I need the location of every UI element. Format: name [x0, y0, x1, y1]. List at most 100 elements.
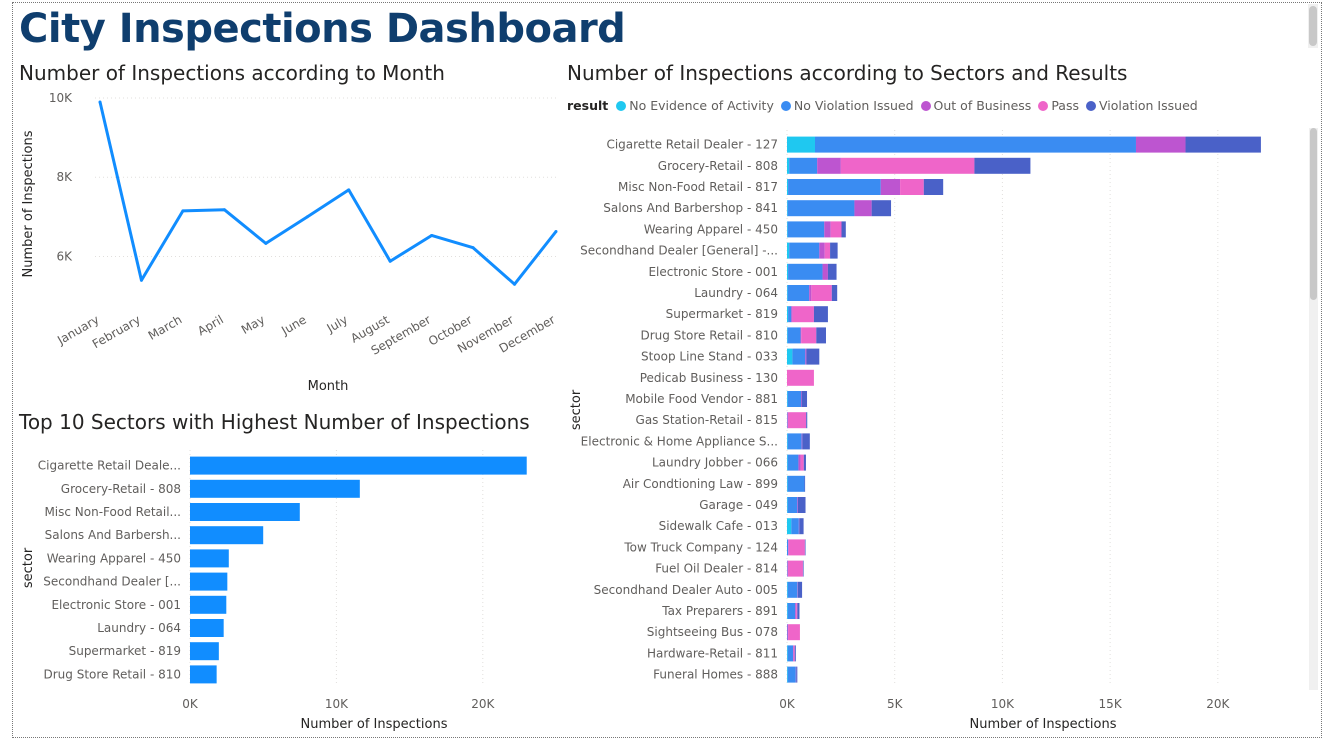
- data-point: [471, 246, 475, 250]
- line-series: [98, 101, 558, 286]
- legend-item[interactable]: Violation Issued: [1085, 98, 1198, 113]
- bar-segment: [840, 157, 975, 174]
- y-axis-title: sector: [21, 547, 36, 588]
- bar-segment: [813, 306, 828, 323]
- bar-segment: [792, 348, 806, 365]
- bar-segment: [787, 497, 788, 513]
- y-tick-label: Tow Truck Company - 124: [623, 540, 778, 554]
- y-tick-label: Drug Store Retail - 810: [640, 328, 778, 342]
- bar-segment: [787, 412, 807, 429]
- bar-segment: [830, 221, 842, 238]
- bar-segment: [1135, 136, 1186, 153]
- y-tick-label: Supermarket - 819: [69, 644, 181, 658]
- bar-segment: [788, 539, 789, 556]
- bar-segment: [787, 433, 802, 450]
- bar-segment: [797, 497, 806, 513]
- y-tick-label: Stoop Line Stand - 033: [641, 350, 778, 364]
- y-tick-label: Garage - 049: [699, 498, 778, 512]
- legend-label: No Evidence of Activity: [629, 98, 774, 113]
- y-tick-label: Cigarette Retail Dealer - 127: [606, 138, 778, 152]
- bar-segment: [802, 433, 810, 450]
- data-point: [139, 278, 143, 282]
- bar-segment: [787, 200, 788, 217]
- bar-segment: [787, 603, 788, 619]
- y-tick-label: 8K: [56, 170, 73, 184]
- bar-segment: [831, 285, 838, 301]
- legend-swatch: [920, 100, 931, 111]
- bar-segment: [787, 391, 802, 407]
- bar: [190, 595, 227, 614]
- y-tick-label: Electronic Store - 001: [648, 265, 778, 279]
- bar-segment: [787, 221, 788, 238]
- bar: [190, 572, 228, 591]
- bar-segment: [827, 263, 837, 280]
- stacked-chart-title: Number of Inspections according to Secto…: [567, 61, 1128, 85]
- x-tick-label: 5K: [887, 697, 904, 711]
- bar-segment: [798, 454, 801, 471]
- legend-item[interactable]: No Violation Issued: [780, 98, 914, 113]
- bar-segment: [1185, 136, 1261, 153]
- legend-swatch: [616, 100, 627, 111]
- y-tick-label: 6K: [56, 249, 73, 263]
- bar-segment: [817, 157, 841, 174]
- data-point: [98, 100, 102, 104]
- bar-segment: [793, 645, 795, 662]
- bar-segment: [787, 327, 788, 344]
- data-point: [181, 209, 185, 213]
- bar-segment: [787, 560, 803, 577]
- bar-segment: [923, 179, 944, 195]
- x-tick-label: 20K: [1206, 697, 1230, 711]
- bar: [190, 503, 300, 521]
- y-tick-label: Grocery-Retail - 808: [61, 482, 181, 496]
- legend-item[interactable]: No Evidence of Activity: [616, 98, 774, 113]
- bar-segment: [801, 433, 803, 450]
- bar-segment: [787, 581, 798, 598]
- bar-segment: [824, 242, 831, 259]
- bar-segment: [796, 603, 798, 619]
- legend-swatch: [1038, 100, 1049, 111]
- bar-segment: [787, 136, 816, 153]
- y-tick-label: Sidewalk Cafe - 013: [659, 519, 778, 533]
- legend-item[interactable]: Out of Business: [920, 98, 1031, 113]
- bar-segment: [788, 539, 805, 556]
- bar-segment: [900, 179, 924, 195]
- bar-segment: [787, 624, 789, 641]
- page-scrollbar-thumb[interactable]: [1309, 6, 1317, 46]
- line-chart-title: Number of Inspections according to Month: [19, 61, 445, 85]
- data-point: [554, 230, 558, 234]
- x-tick-label: 15K: [1099, 697, 1123, 711]
- bar-segment: [789, 157, 818, 174]
- x-axis-title: Number of Inspections: [301, 717, 448, 732]
- bar-segment: [787, 454, 799, 471]
- bar-segment: [794, 645, 796, 662]
- stacked-bar-chart[interactable]: 0K 5K 10K 15K 20K Cigarette Retail Dealer - 1…: [564, 122, 1304, 736]
- bar-segment: [787, 645, 788, 662]
- y-tick-label: Wearing Apparel - 450: [47, 551, 181, 565]
- bar: [190, 479, 360, 498]
- bar-segment: [799, 518, 804, 535]
- data-point: [347, 188, 351, 192]
- y-axis-title: Number of Inspections: [21, 130, 36, 277]
- x-tick-label: 20K: [471, 697, 495, 711]
- top10-chart-title: Top 10 Sectors with Highest Number of In…: [19, 410, 530, 434]
- y-tick-label: Hardware-Retail - 811: [647, 646, 778, 660]
- bar-segment: [797, 497, 798, 513]
- bar-segment: [809, 285, 812, 301]
- x-axis-title: Month: [308, 379, 349, 394]
- stacked-chart-scrollbar-thumb[interactable]: [1310, 128, 1317, 300]
- y-tick-label: Drug Store Retail - 810: [43, 667, 181, 681]
- bar-segment: [819, 242, 825, 259]
- x-tick-label: July: [324, 312, 351, 335]
- y-tick-label: Laundry - 064: [97, 621, 181, 635]
- legend-title: result: [567, 98, 609, 113]
- x-axis-title: Number of Inspections: [970, 717, 1117, 732]
- bar-segment: [787, 200, 855, 217]
- bar-segment: [788, 179, 881, 195]
- top10-bar-chart[interactable]: 0K 10K 20K Cigarette Retail Deale... Grocery…: [14, 440, 560, 736]
- bar: [190, 665, 217, 684]
- stacked-chart-scrollbar-track[interactable]: [1309, 128, 1318, 690]
- bar-segment: [806, 412, 808, 429]
- y-tick-label: Cigarette Retail Deale...: [38, 459, 181, 473]
- legend-item[interactable]: Pass: [1038, 98, 1079, 113]
